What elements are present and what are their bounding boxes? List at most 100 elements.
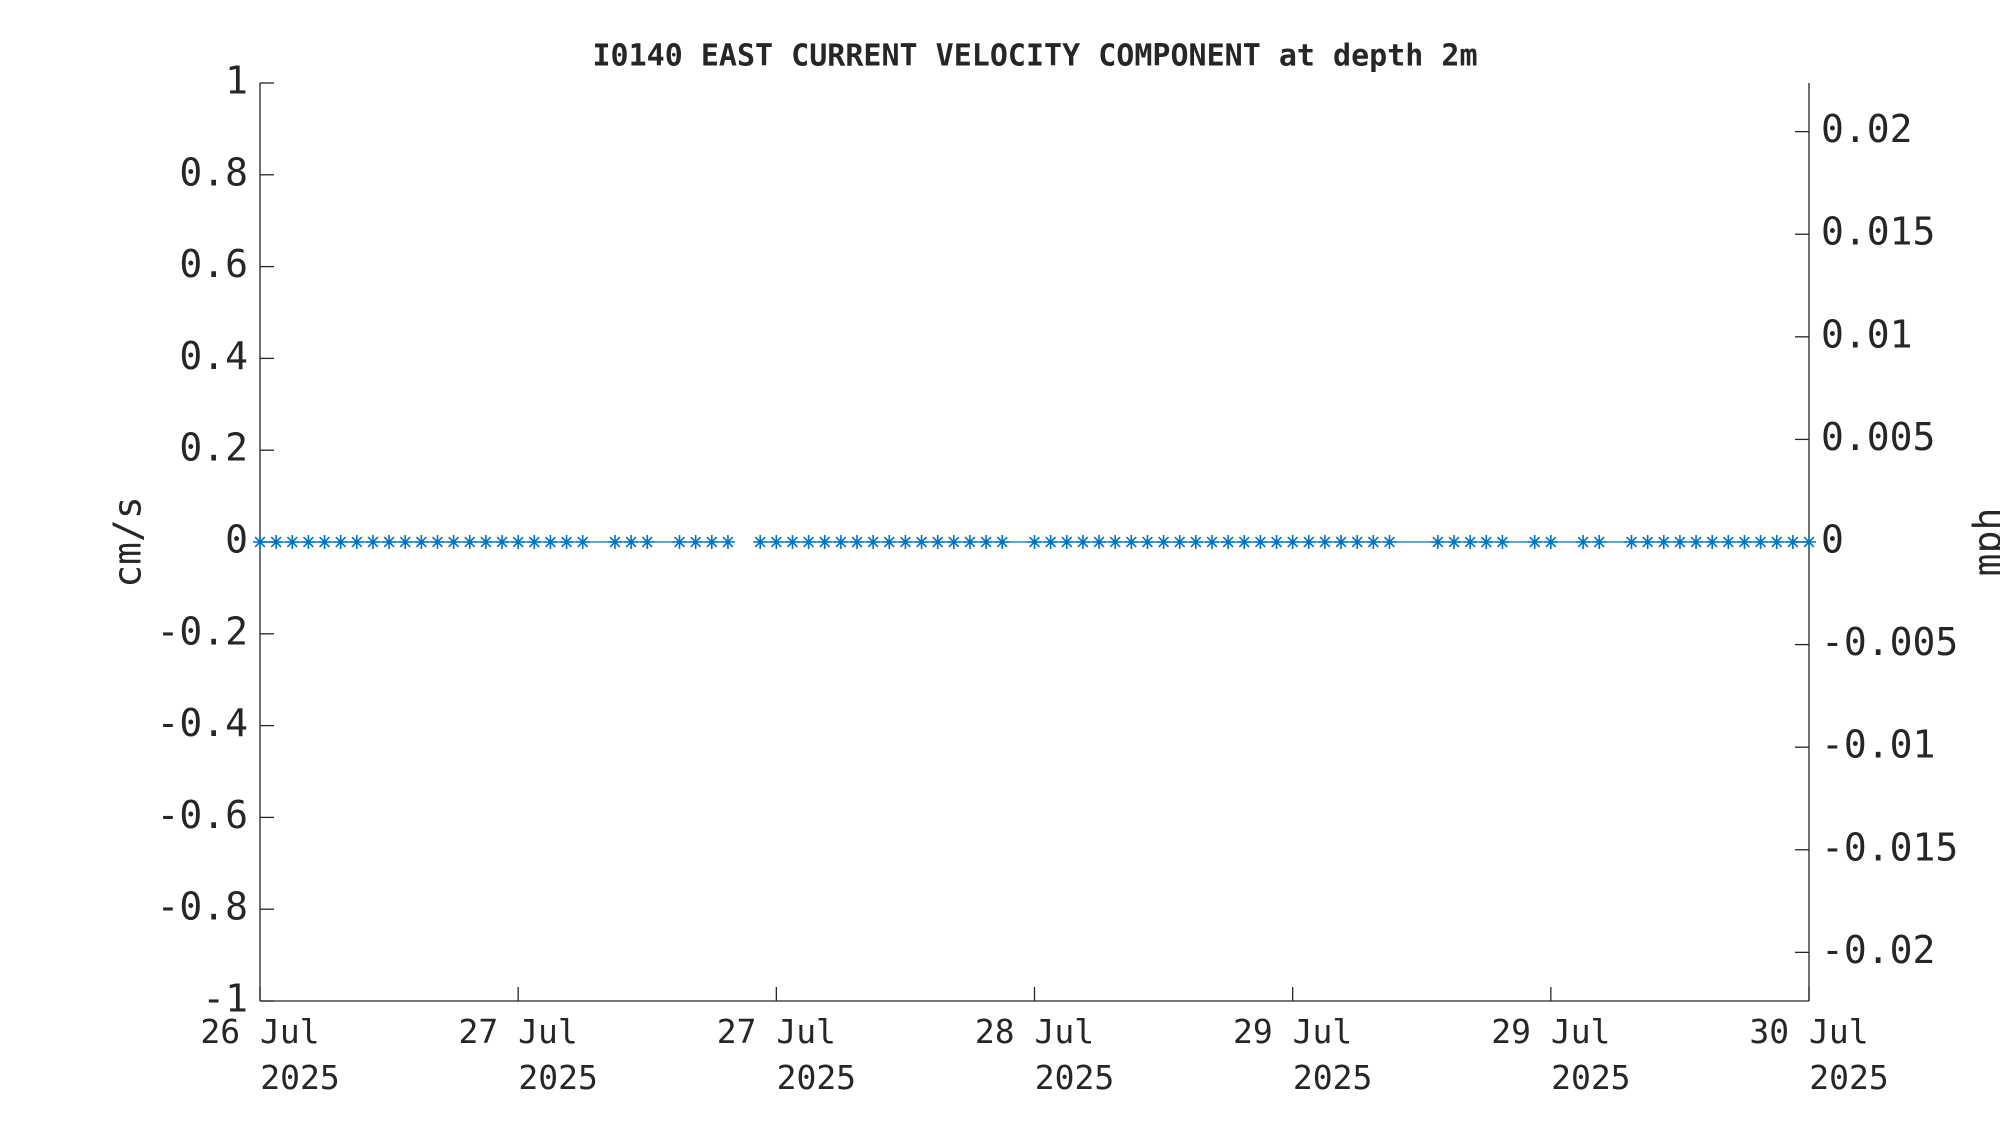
- data-marker: [1043, 535, 1058, 549]
- x-tick-label-line: 29 Jul: [1491, 1012, 1610, 1051]
- data-marker: [624, 535, 639, 549]
- data-marker: [317, 535, 332, 549]
- data-marker: [1269, 535, 1284, 549]
- x-tick-label-line: 29 Jul: [1233, 1012, 1352, 1051]
- x-tick-label-line: 2025: [777, 1058, 856, 1097]
- y-tick-label: 0.6: [179, 242, 248, 286]
- data-marker: [672, 535, 687, 549]
- data-marker: [1350, 535, 1365, 549]
- data-marker: [1092, 535, 1107, 549]
- data-marker: [1301, 535, 1316, 549]
- y-tick-label: 0.4: [179, 334, 248, 378]
- x-tick-label: 26 Jul 2025: [200, 1012, 339, 1097]
- x-tick-label-line: 30 Jul: [1749, 1012, 1868, 1051]
- x-tick-label-line: 2025: [1293, 1058, 1372, 1097]
- x-tick-label: 30 Jul 2025: [1749, 1012, 1888, 1097]
- data-marker: [769, 535, 784, 549]
- data-marker: [575, 535, 590, 549]
- data-marker: [946, 535, 961, 549]
- y-tick-label: -0.6: [156, 793, 248, 837]
- data-marker: [446, 535, 461, 549]
- x-tick-label-line: 2025: [1035, 1058, 1114, 1097]
- data-marker: [882, 535, 897, 549]
- y2-tick-label: 0.01: [1821, 312, 1913, 356]
- data-marker: [1624, 535, 1639, 549]
- data-marker: [1656, 535, 1671, 549]
- data-marker: [753, 535, 768, 549]
- data-marker: [688, 535, 703, 549]
- data-marker: [817, 535, 832, 549]
- data-marker: [866, 535, 881, 549]
- data-marker: [253, 535, 267, 549]
- data-marker: [607, 535, 622, 549]
- data-marker: [898, 535, 913, 549]
- data-marker: [285, 535, 300, 549]
- data-marker: [398, 535, 413, 549]
- data-marker: [1737, 535, 1752, 549]
- data-marker: [1527, 535, 1542, 549]
- data-marker: [1463, 535, 1478, 549]
- data-marker: [527, 535, 542, 549]
- data-marker: [1108, 535, 1123, 549]
- data-marker: [365, 535, 380, 549]
- data-marker: [430, 535, 445, 549]
- y2-tick-label: -0.02: [1821, 928, 1935, 972]
- data-marker: [1156, 535, 1171, 549]
- data-marker: [414, 535, 429, 549]
- data-marker: [1479, 535, 1494, 549]
- x-tick-label: 27 Jul 2025: [459, 1012, 598, 1097]
- data-marker: [1188, 535, 1203, 549]
- y-tick-label: 0: [225, 518, 248, 562]
- y-axis-label: cm/s: [106, 496, 150, 588]
- data-marker: [1237, 535, 1252, 549]
- x-tick-label-line: 2025: [1551, 1058, 1630, 1097]
- data-marker: [1140, 535, 1155, 549]
- y2-tick-label: 0.02: [1821, 107, 1913, 151]
- chart-title: I0140 EAST CURRENT VELOCITY COMPONENT at…: [592, 39, 1477, 74]
- y2-tick-label: 0.015: [1821, 210, 1935, 254]
- data-marker: [559, 535, 574, 549]
- data-marker: [1334, 535, 1349, 549]
- data-marker: [301, 535, 316, 549]
- data-marker: [930, 535, 945, 549]
- y-tick-label: -0.8: [156, 885, 248, 929]
- data-marker: [1592, 535, 1607, 549]
- data-marker: [1172, 535, 1187, 549]
- data-marker: [1204, 535, 1219, 549]
- y-tick-label: -1: [202, 977, 248, 1021]
- y2-tick-label: -0.005: [1821, 620, 1958, 664]
- data-marker: [801, 535, 816, 549]
- data-marker: [333, 535, 348, 549]
- y2-tick-label: -0.01: [1821, 723, 1935, 767]
- data-marker: [962, 535, 977, 549]
- x-tick-label-line: 28 Jul: [975, 1012, 1094, 1051]
- data-marker: [1495, 535, 1510, 549]
- y2-axis-label: mph: [1966, 508, 2000, 577]
- y-tick-label: -0.4: [156, 701, 248, 745]
- x-tick-label: 29 Jul 2025: [1491, 1012, 1630, 1097]
- data-marker: [979, 535, 994, 549]
- data-marker: [640, 535, 655, 549]
- x-tick-label-line: 2025: [1809, 1058, 1888, 1097]
- data-marker: [1672, 535, 1687, 549]
- data-marker: [1124, 535, 1139, 549]
- data-marker: [462, 535, 477, 549]
- data-marker: [720, 535, 735, 549]
- data-marker: [1253, 535, 1268, 549]
- y2-tick-label: 0.005: [1821, 415, 1935, 459]
- data-marker: [269, 535, 284, 549]
- data-marker: [1640, 535, 1655, 549]
- y-tick-label: 0.8: [179, 150, 248, 194]
- data-marker: [704, 535, 719, 549]
- data-marker: [1576, 535, 1591, 549]
- y-tick-label: -0.2: [156, 609, 248, 653]
- data-marker: [1753, 535, 1768, 549]
- data-marker: [1689, 535, 1704, 549]
- data-marker: [1059, 535, 1074, 549]
- data-marker: [1430, 535, 1445, 549]
- data-marker: [1543, 535, 1558, 549]
- data-marker: [382, 535, 397, 549]
- data-marker: [349, 535, 364, 549]
